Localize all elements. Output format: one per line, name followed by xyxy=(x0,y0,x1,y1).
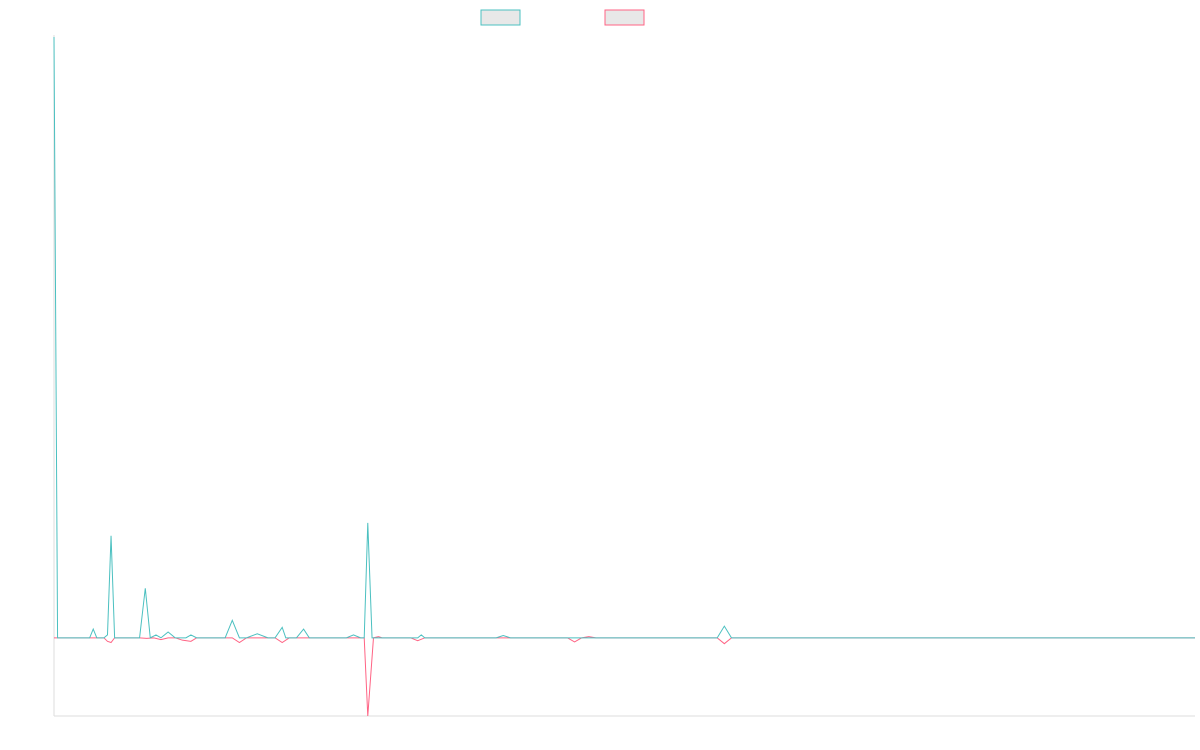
legend-swatch-2[interactable] xyxy=(604,9,645,26)
legend xyxy=(480,9,645,26)
axes xyxy=(53,35,1195,717)
legend-swatch-1[interactable] xyxy=(480,9,521,26)
plot-area xyxy=(53,36,1196,717)
series-line-2 xyxy=(54,636,1195,717)
series-line-1 xyxy=(53,36,1195,639)
